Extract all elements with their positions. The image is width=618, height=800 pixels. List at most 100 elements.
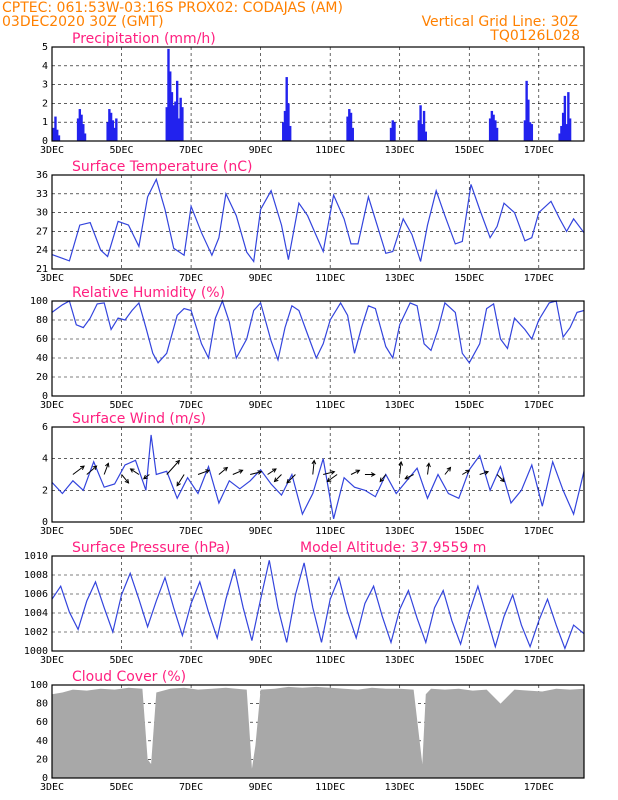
- wind-arrow-head: [273, 477, 279, 483]
- x-tick-label: 3DEC: [40, 400, 64, 411]
- y-tick-label: 0: [42, 391, 48, 402]
- precip-bar: [490, 110, 494, 141]
- wind-arrow: [86, 465, 97, 475]
- wind-arrow-head: [176, 481, 181, 487]
- precip-bar: [56, 129, 59, 141]
- panel-title: Precipitation (mm/h): [72, 31, 216, 47]
- wind-arrow: [103, 463, 109, 475]
- y-tick-label: 1010: [24, 551, 48, 562]
- precip-bar: [285, 77, 288, 141]
- wind-arrow: [218, 467, 228, 475]
- x-tick-label: 15DEC: [454, 782, 484, 793]
- wind-arrow-head: [465, 469, 471, 475]
- precip-bar: [165, 107, 168, 141]
- x-tick-label: 7DEC: [179, 526, 203, 537]
- wind-arrow: [462, 469, 470, 475]
- x-tick-label: 7DEC: [179, 655, 203, 666]
- wind-arrow-head: [484, 470, 490, 475]
- y-tick-label: 60: [36, 334, 48, 345]
- precip-bar: [76, 118, 80, 141]
- precip-bar: [283, 110, 287, 141]
- panel-1: 21 24 27 30 33 36 3DEC 5DEC 7DEC 9DEC 11DEC 13DEC 15…: [36, 159, 585, 284]
- panel-3: 0 2 4 6 3DEC 5DEC 7DEC 9DEC 11DEC 13DEC 15DEC 17DEC…: [40, 411, 585, 537]
- panel-4: 1000 1002 1004 1006 1008 1010 3DEC 5DEC 7DEC 9DEC…: [24, 540, 585, 666]
- panel-frame: [51, 174, 585, 270]
- wind-arrow-head: [330, 470, 336, 475]
- x-tick-label: 5DEC: [109, 273, 133, 284]
- wind-arrow-head: [370, 472, 376, 477]
- x-tick-label: 17DEC: [524, 273, 554, 284]
- precip-bar: [167, 48, 170, 141]
- y-tick-label: 80: [36, 315, 48, 326]
- y-tick-label: 1000: [24, 646, 48, 657]
- x-tick-label: 11DEC: [315, 400, 345, 411]
- x-tick-label: 15DEC: [454, 273, 484, 284]
- precip-bar: [351, 127, 354, 141]
- precip-bar: [567, 92, 570, 141]
- panel-frame: [51, 684, 585, 779]
- wind-arrow-head: [257, 470, 263, 475]
- y-tick-label: 27: [36, 226, 48, 237]
- precip-bar: [113, 127, 116, 141]
- wind-arrow: [404, 474, 414, 480]
- wind-arrow-head: [379, 477, 385, 483]
- wind-arrow-head: [271, 468, 277, 473]
- series-line: [51, 560, 585, 651]
- y-tick-label: 36: [36, 170, 48, 181]
- x-tick-label: 9DEC: [249, 273, 273, 284]
- precip-bar: [54, 116, 57, 141]
- wind-arrow-head: [326, 477, 332, 483]
- y-tick-label: 1008: [24, 570, 48, 581]
- y-tick-label: 3: [42, 80, 48, 91]
- x-tick-label: 11DEC: [315, 782, 345, 793]
- y-tick-label: 40: [36, 353, 48, 364]
- y-tick-label: 33: [36, 189, 48, 200]
- wind-arrow-head: [129, 468, 135, 473]
- precip-bar: [348, 109, 351, 141]
- precip-bar: [530, 124, 534, 141]
- precip-bar: [175, 80, 179, 141]
- wind-arrow-head: [426, 462, 431, 468]
- precip-bar: [422, 110, 426, 141]
- x-tick-label: 11DEC: [315, 655, 345, 666]
- x-tick-label: 9DEC: [249, 145, 273, 156]
- x-tick-label: 7DEC: [179, 782, 203, 793]
- x-tick-label: 9DEC: [249, 782, 273, 793]
- x-tick-label: 17DEC: [524, 400, 554, 411]
- precip-bar: [421, 124, 424, 141]
- precip-bar: [109, 112, 113, 141]
- precip-bar: [417, 120, 421, 141]
- wind-arrow-head: [398, 460, 404, 466]
- precip-bar: [391, 120, 394, 141]
- precip-bar: [528, 122, 532, 141]
- precip-bar: [488, 118, 492, 141]
- wind-arrow-head: [80, 465, 85, 470]
- x-tick-label: 5DEC: [109, 782, 133, 793]
- precip-bar: [495, 127, 499, 141]
- precip-bar: [561, 112, 565, 141]
- wind-arrow: [496, 474, 505, 482]
- precip-bar: [523, 120, 527, 141]
- precip-bar: [179, 97, 182, 141]
- wind-arrow: [267, 468, 277, 475]
- wind-arrow-head: [223, 466, 229, 472]
- y-tick-label: 4: [42, 454, 48, 465]
- x-tick-label: 3DEC: [40, 782, 64, 793]
- precip-bar: [282, 122, 285, 141]
- panel-frame: [51, 555, 585, 652]
- y-tick-label: 30: [36, 208, 48, 219]
- precip-bar: [78, 109, 82, 141]
- cloud-area: [52, 686, 584, 778]
- x-tick-label: 15DEC: [454, 526, 484, 537]
- y-tick-label: 2: [42, 485, 48, 496]
- x-tick-label: 13DEC: [385, 273, 415, 284]
- wind-arrow-head: [311, 459, 317, 465]
- precip-bar: [419, 105, 422, 141]
- series-line: [51, 299, 585, 364]
- x-tick-label: 13DEC: [385, 655, 415, 666]
- precip-bar: [83, 133, 87, 141]
- wind-arrow: [166, 460, 180, 475]
- wind-arrow: [286, 474, 296, 484]
- precip-bar: [170, 92, 174, 141]
